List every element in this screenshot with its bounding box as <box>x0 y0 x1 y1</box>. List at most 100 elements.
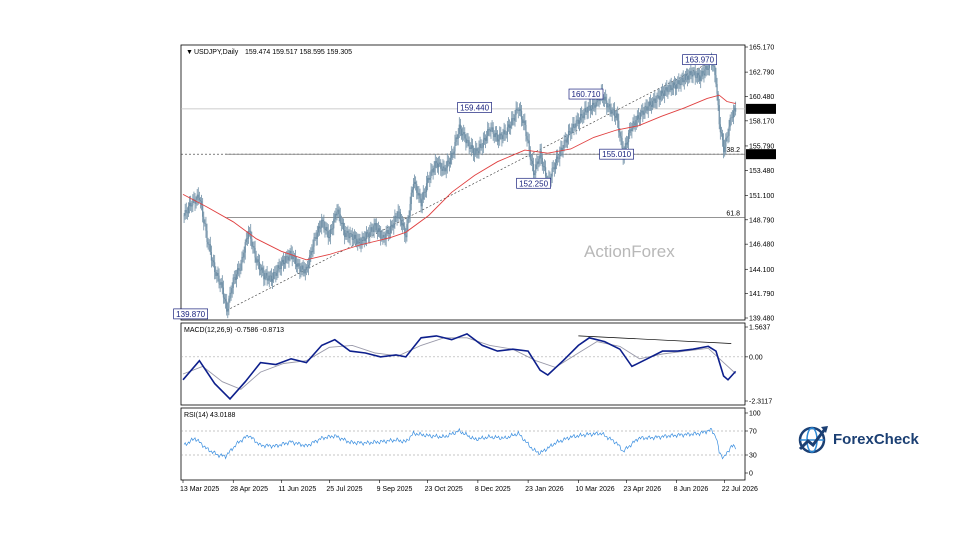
candle-body <box>392 224 394 228</box>
candle-body <box>303 269 305 274</box>
candle-body <box>551 168 553 177</box>
axes: 165.170 162.790 160.480 158.170 155.790 153.4… <box>180 45 776 493</box>
candle-body <box>718 105 720 125</box>
candle-body <box>690 70 692 75</box>
candle-body <box>301 265 303 270</box>
date-tick-label: 10 Mar 2026 <box>575 486 614 493</box>
candle-body <box>410 192 412 205</box>
date-tick-label: 9 Sep 2025 <box>377 486 413 493</box>
candle-body <box>382 234 384 238</box>
candle-body <box>713 65 715 67</box>
candle-body <box>401 223 404 226</box>
candle-body <box>436 162 439 168</box>
macd-divergence-line <box>578 335 732 344</box>
price-axis-tick-label: 141.790 <box>749 291 774 298</box>
candle-body <box>313 237 315 247</box>
candle-body <box>188 202 191 206</box>
price-box-label: 139.870 <box>173 308 208 320</box>
candle-body <box>522 119 524 124</box>
candle-body <box>519 109 522 111</box>
candle-body <box>481 147 483 149</box>
candle-body <box>637 115 640 119</box>
candle-body <box>457 133 459 139</box>
candle-body <box>645 105 647 107</box>
rsi-panel-frame <box>180 407 746 481</box>
candle-body <box>324 228 326 231</box>
candle-body <box>342 222 345 230</box>
candle-body <box>704 69 706 76</box>
main-panel-frame <box>180 44 746 321</box>
candle-body <box>520 110 523 120</box>
candle-body <box>581 113 583 116</box>
candle-body <box>555 156 558 163</box>
rsi-axis-tick-label: 70 <box>749 429 757 436</box>
candle-body <box>480 143 482 149</box>
candle-body <box>577 119 579 124</box>
candle-body <box>610 109 612 114</box>
candle-body <box>463 132 465 134</box>
candle-body <box>381 237 383 239</box>
candle-body <box>405 235 407 238</box>
watermark: ActionForex <box>584 242 675 261</box>
candle-body <box>606 100 608 108</box>
price-axis-tick-label: 153.480 <box>749 168 774 175</box>
logo-text: ForexCheck <box>833 430 919 448</box>
candle-body <box>587 106 589 113</box>
candle-body <box>733 107 736 111</box>
candle-body <box>682 77 684 83</box>
candle-body <box>598 100 600 101</box>
candle-body <box>435 161 437 163</box>
candle-body <box>677 80 679 85</box>
candle-body <box>231 287 233 294</box>
candle-body <box>447 160 449 162</box>
candle-body <box>294 256 297 265</box>
candle-body <box>567 130 570 138</box>
candle-body <box>415 181 417 185</box>
candle-body <box>535 164 537 174</box>
candle-body <box>442 166 444 171</box>
candle-body <box>569 130 571 133</box>
date-tick-label: 8 Jun 2026 <box>674 486 709 493</box>
candle-body <box>322 219 324 222</box>
candle-body <box>204 223 206 224</box>
candle-body <box>214 262 216 273</box>
candle-body <box>658 95 660 100</box>
candle-body <box>514 115 516 121</box>
candle-body <box>198 197 200 201</box>
candle-body <box>371 227 373 231</box>
candle-body <box>705 65 707 70</box>
candle-body <box>716 84 718 94</box>
candle-body <box>291 253 293 260</box>
candle-body <box>671 87 673 91</box>
candle-body <box>541 157 543 167</box>
candle-body <box>212 260 215 263</box>
candle-body <box>449 157 452 165</box>
rsi-series <box>181 427 745 460</box>
price-tag: 155.010 <box>746 149 776 160</box>
candle-body <box>655 101 657 103</box>
candle-body <box>703 73 705 76</box>
candle-body <box>513 118 515 121</box>
price-box-text: 139.870 <box>176 310 205 319</box>
candle-body <box>446 160 448 168</box>
candle-body <box>574 127 576 129</box>
candle-body <box>502 134 504 140</box>
candle-body <box>542 166 545 167</box>
price-axis-tick-label: 139.480 <box>749 316 774 323</box>
candle-body <box>495 133 498 135</box>
candle-body <box>638 118 641 120</box>
candle-body <box>464 132 466 139</box>
price-box-label: 155.010 <box>599 148 634 160</box>
candle-body <box>537 161 539 164</box>
candle-body <box>238 268 240 271</box>
candle-body <box>364 238 366 241</box>
candle-body <box>725 137 727 147</box>
candle-body <box>194 199 196 204</box>
candle-body <box>251 238 253 247</box>
candle-body <box>510 125 512 129</box>
candle-body <box>422 191 424 200</box>
candle-body <box>455 137 457 143</box>
candle-body <box>483 137 486 140</box>
candle-body <box>430 170 432 178</box>
candle-body <box>353 234 356 239</box>
